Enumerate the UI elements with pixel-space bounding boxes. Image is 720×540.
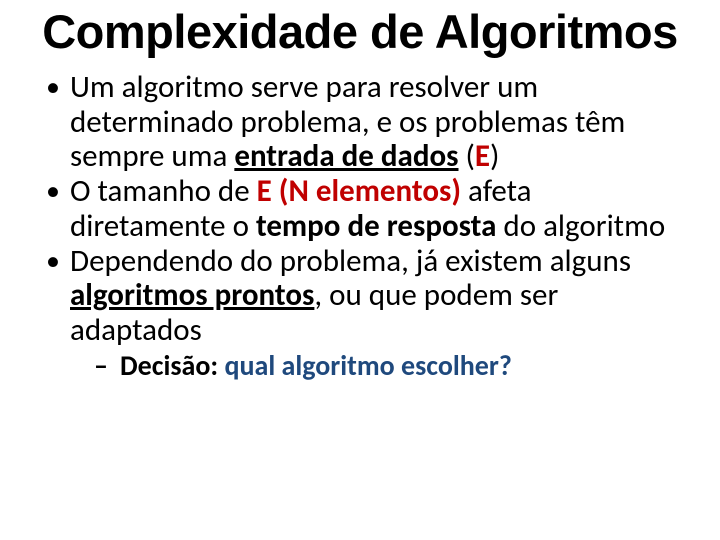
b1-paren-close: ) [490,137,499,175]
bullet-3: Dependendo do problema, já existem algun… [42,244,686,382]
slide: Complexidade de Algoritmos Um algoritmo … [0,0,720,540]
b3-algoritmos-prontos: algoritmos prontos [70,276,314,314]
bullet-list: Um algoritmo serve para resolver um dete… [34,70,686,382]
sub-decisao-label: Decisão: [120,348,224,383]
sub-bullet-decisao: Decisão: qual algoritmo escolher? [94,350,686,382]
bullet-2: O tamanho de E (N elementos) afeta diret… [42,174,686,243]
sub-decisao-question: qual algoritmo escolher? [224,348,511,383]
b2-E-N-elementos: E (N elementos) [257,172,461,210]
sub-list: Decisão: qual algoritmo escolher? [70,350,686,382]
b1-paren-open: ( [459,137,475,175]
b1-E: E [475,137,490,175]
b2-part1: O tamanho de [70,172,257,210]
b1-entrada-de-dados: entrada de dados [234,137,458,175]
bullet-1: Um algoritmo serve para resolver um dete… [42,70,686,174]
slide-title: Complexidade de Algoritmos [34,8,686,56]
b2-tempo-de-resposta: tempo de resposta [256,207,496,245]
b3-part1: Dependendo do problema, já existem algun… [70,242,631,280]
b2-part3: do algoritmo [496,207,665,245]
